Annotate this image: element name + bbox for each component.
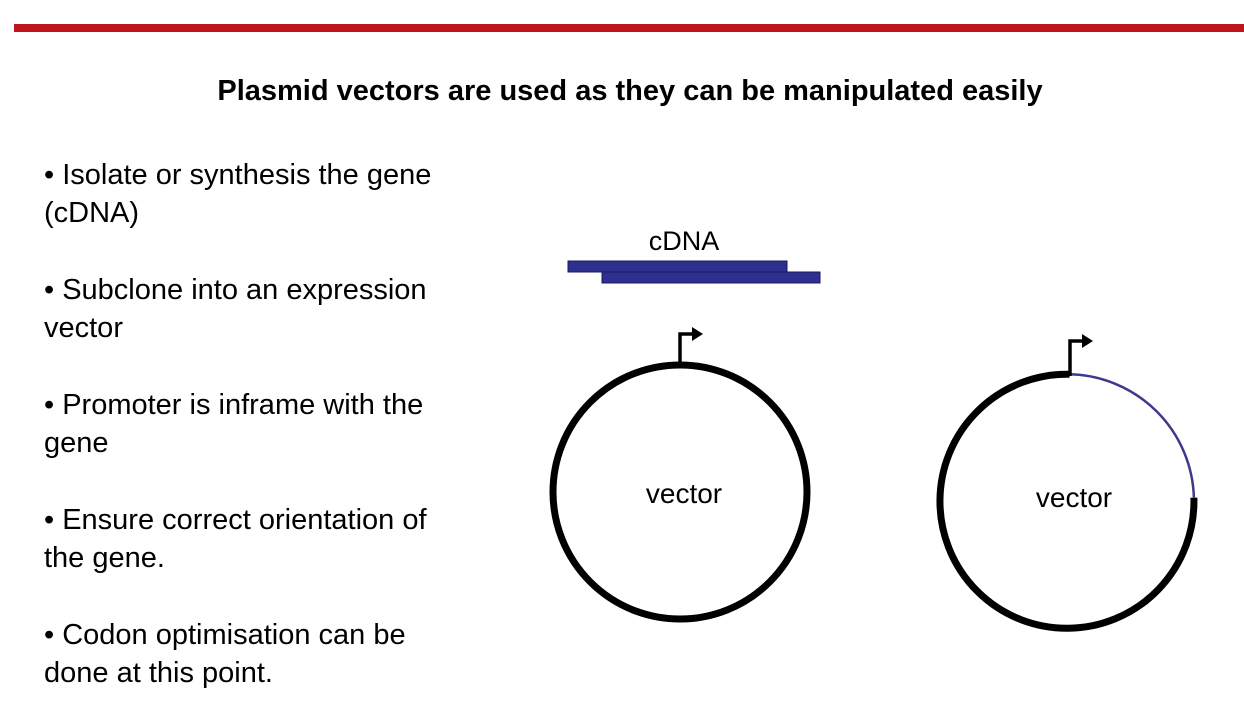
left-vector-label: vector: [646, 478, 722, 509]
right-vector-insert-arc: [1070, 374, 1194, 497]
cdna-strand-bottom: [602, 272, 820, 283]
right-vector-label: vector: [1036, 482, 1112, 513]
cdna-strand-top: [568, 261, 787, 272]
right-promoter-arrow: [1070, 341, 1084, 376]
cdna-label: cDNA: [649, 226, 720, 256]
right-promoter-arrowhead-icon: [1082, 334, 1093, 348]
left-promoter-arrow: [680, 334, 694, 366]
left-promoter-arrowhead-icon: [692, 327, 703, 341]
